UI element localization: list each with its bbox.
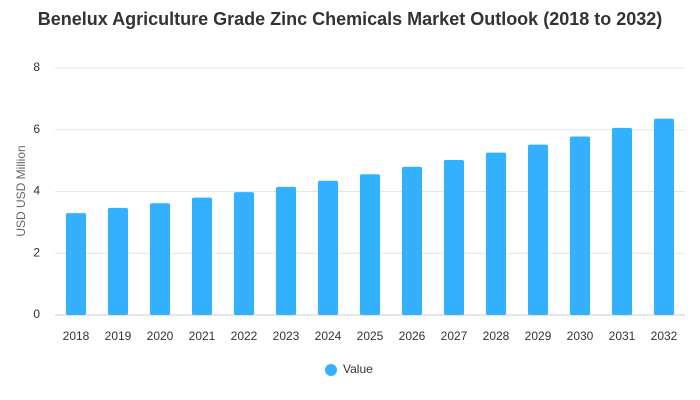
legend-label: Value bbox=[343, 362, 373, 376]
bar-2023[interactable] bbox=[275, 186, 297, 315]
x-tick-label: 2025 bbox=[357, 329, 384, 343]
bar-2024[interactable] bbox=[317, 180, 339, 315]
bar-2018[interactable] bbox=[65, 213, 87, 315]
y-tick-label: 2 bbox=[33, 245, 40, 259]
x-tick-label: 2019 bbox=[105, 329, 132, 343]
legend-swatch bbox=[325, 364, 337, 376]
y-tick-label: 4 bbox=[33, 184, 40, 198]
bar-2020[interactable] bbox=[149, 203, 171, 315]
bars bbox=[65, 118, 675, 316]
x-axis-ticks: 2018 2019 2020 2021 2022 2023 2024 2025 2026 2027… bbox=[63, 329, 678, 343]
x-tick-label: 2021 bbox=[189, 329, 216, 343]
x-tick-label: 2029 bbox=[525, 329, 552, 343]
y-tick-label: 8 bbox=[33, 60, 40, 74]
x-tick-label: 2024 bbox=[315, 329, 342, 343]
bar-2029[interactable] bbox=[527, 144, 549, 315]
x-tick-label: 2032 bbox=[651, 329, 678, 343]
x-tick-label: 2028 bbox=[483, 329, 510, 343]
x-tick-label: 2030 bbox=[567, 329, 594, 343]
chart-title: Benelux Agriculture Grade Zinc Chemicals… bbox=[37, 9, 663, 29]
x-tick-label: 2020 bbox=[147, 329, 174, 343]
x-tick-label: 2026 bbox=[399, 329, 426, 343]
y-axis-ticks: 0 2 4 6 8 bbox=[33, 60, 40, 321]
y-tick-label: 0 bbox=[33, 307, 40, 321]
y-axis-title: USD USD Million bbox=[14, 145, 28, 236]
legend[interactable]: Value bbox=[325, 362, 373, 376]
bar-2026[interactable] bbox=[401, 166, 423, 315]
bar-2031[interactable] bbox=[611, 127, 633, 316]
bar-2025[interactable] bbox=[359, 174, 381, 315]
x-tick-label: 2018 bbox=[63, 329, 90, 343]
bar-2021[interactable] bbox=[191, 197, 213, 315]
bar-2022[interactable] bbox=[233, 192, 255, 315]
x-tick-label: 2023 bbox=[273, 329, 300, 343]
x-tick-label: 2022 bbox=[231, 329, 258, 343]
bar-2030[interactable] bbox=[569, 136, 591, 315]
y-tick-label: 6 bbox=[33, 122, 40, 136]
bar-2032[interactable] bbox=[653, 118, 675, 315]
x-tick-label: 2027 bbox=[441, 329, 468, 343]
x-tick-label: 2031 bbox=[609, 329, 636, 343]
bar-2028[interactable] bbox=[485, 152, 507, 315]
bar-2027[interactable] bbox=[443, 160, 465, 315]
bar-2019[interactable] bbox=[107, 207, 129, 315]
